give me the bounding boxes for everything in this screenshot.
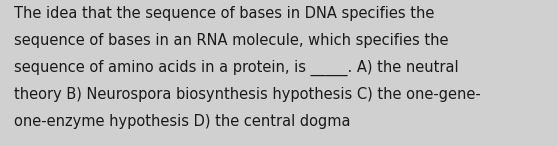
Text: The idea that the sequence of bases in DNA specifies the: The idea that the sequence of bases in D…: [14, 6, 434, 21]
Text: sequence of bases in an RNA molecule, which specifies the: sequence of bases in an RNA molecule, wh…: [14, 33, 449, 48]
Text: theory B) Neurospora biosynthesis hypothesis C) the one-gene-: theory B) Neurospora biosynthesis hypoth…: [14, 87, 480, 102]
Text: sequence of amino acids in a protein, is _____. A) the neutral: sequence of amino acids in a protein, is…: [14, 60, 459, 76]
Text: one-enzyme hypothesis D) the central dogma: one-enzyme hypothesis D) the central dog…: [14, 114, 350, 129]
